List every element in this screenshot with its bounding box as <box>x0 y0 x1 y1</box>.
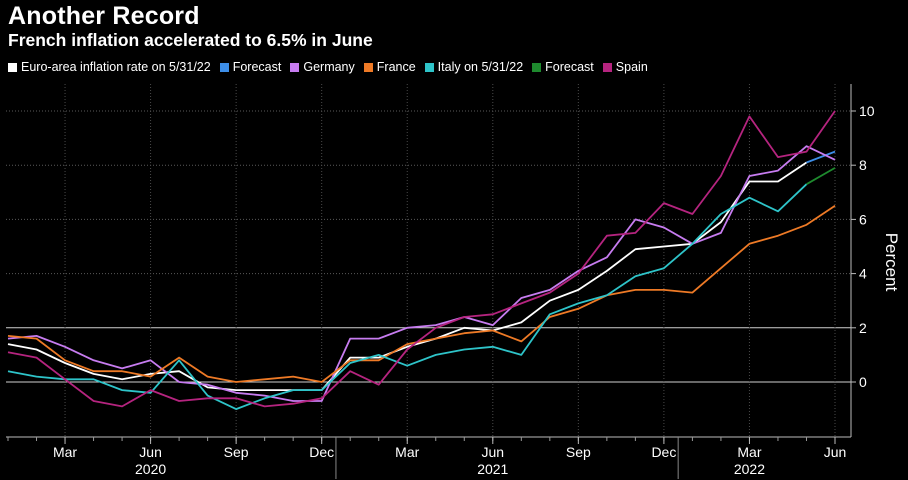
y-tick-label: 10 <box>859 103 875 119</box>
legend-item-2: Germany <box>290 60 355 74</box>
chart-title: Another Record <box>8 2 200 30</box>
legend-swatch <box>219 62 229 72</box>
legend-item-6: Spain <box>602 60 648 74</box>
x-tick-label: Dec <box>651 444 676 460</box>
legend-label: Italy on 5/31/22 <box>437 60 524 74</box>
legend-swatch <box>363 62 373 72</box>
y-tick-label: 8 <box>859 157 867 173</box>
legend-label: Forecast <box>232 60 282 74</box>
x-tick-label: Sep <box>566 444 591 460</box>
legend-label: Spain <box>615 60 648 74</box>
x-tick-label: Jun <box>824 444 847 460</box>
legend-swatch <box>602 62 612 72</box>
x-tick-label: Jun <box>482 444 505 460</box>
legend-label: Euro-area inflation rate on 5/31/22 <box>21 60 211 74</box>
y-tick-label: 0 <box>859 374 867 390</box>
series-line-5 <box>806 167 836 185</box>
legend-item-0: Euro-area inflation rate on 5/31/22 <box>8 60 211 74</box>
x-tick-label: Dec <box>309 444 334 460</box>
chart-subtitle: French inflation accelerated to 6.5% in … <box>8 30 373 50</box>
series-line-1 <box>806 150 836 164</box>
legend-label: France <box>376 60 416 74</box>
legend-label: Germany <box>303 60 355 74</box>
legend-item-1: Forecast <box>219 60 282 74</box>
y-tick-label: 2 <box>859 320 867 336</box>
y-axis-label: Percent <box>882 233 901 292</box>
x-tick-label: Mar <box>737 444 761 460</box>
grid-lines <box>6 84 851 437</box>
legend-item-3: France <box>363 60 416 74</box>
legend-swatch <box>290 62 300 72</box>
series-line-2 <box>7 145 836 402</box>
series-line-6 <box>7 110 836 408</box>
year-label: 2021 <box>477 461 508 477</box>
legend-item-5: Forecast <box>532 60 594 74</box>
x-tick-label: Sep <box>224 444 249 460</box>
x-tick-label: Jun <box>139 444 162 460</box>
y-tick-label: 6 <box>859 211 867 227</box>
legend-item-4: Italy on 5/31/22 <box>424 60 524 74</box>
legend-swatch <box>8 62 17 72</box>
x-tick-label: Mar <box>53 444 77 460</box>
legend: Euro-area inflation rate on 5/31/22 Forec… <box>8 60 648 74</box>
legend-label: Forecast <box>545 60 594 74</box>
year-label: 2022 <box>734 461 765 477</box>
legend-swatch <box>424 62 434 72</box>
series-line-3 <box>7 205 836 383</box>
y-tick-label: 4 <box>859 266 867 282</box>
x-tick-label: Mar <box>395 444 419 460</box>
legend-swatch <box>532 62 542 72</box>
year-label: 2020 <box>135 461 166 477</box>
series-line-4 <box>7 183 808 411</box>
series-lines <box>7 110 836 411</box>
